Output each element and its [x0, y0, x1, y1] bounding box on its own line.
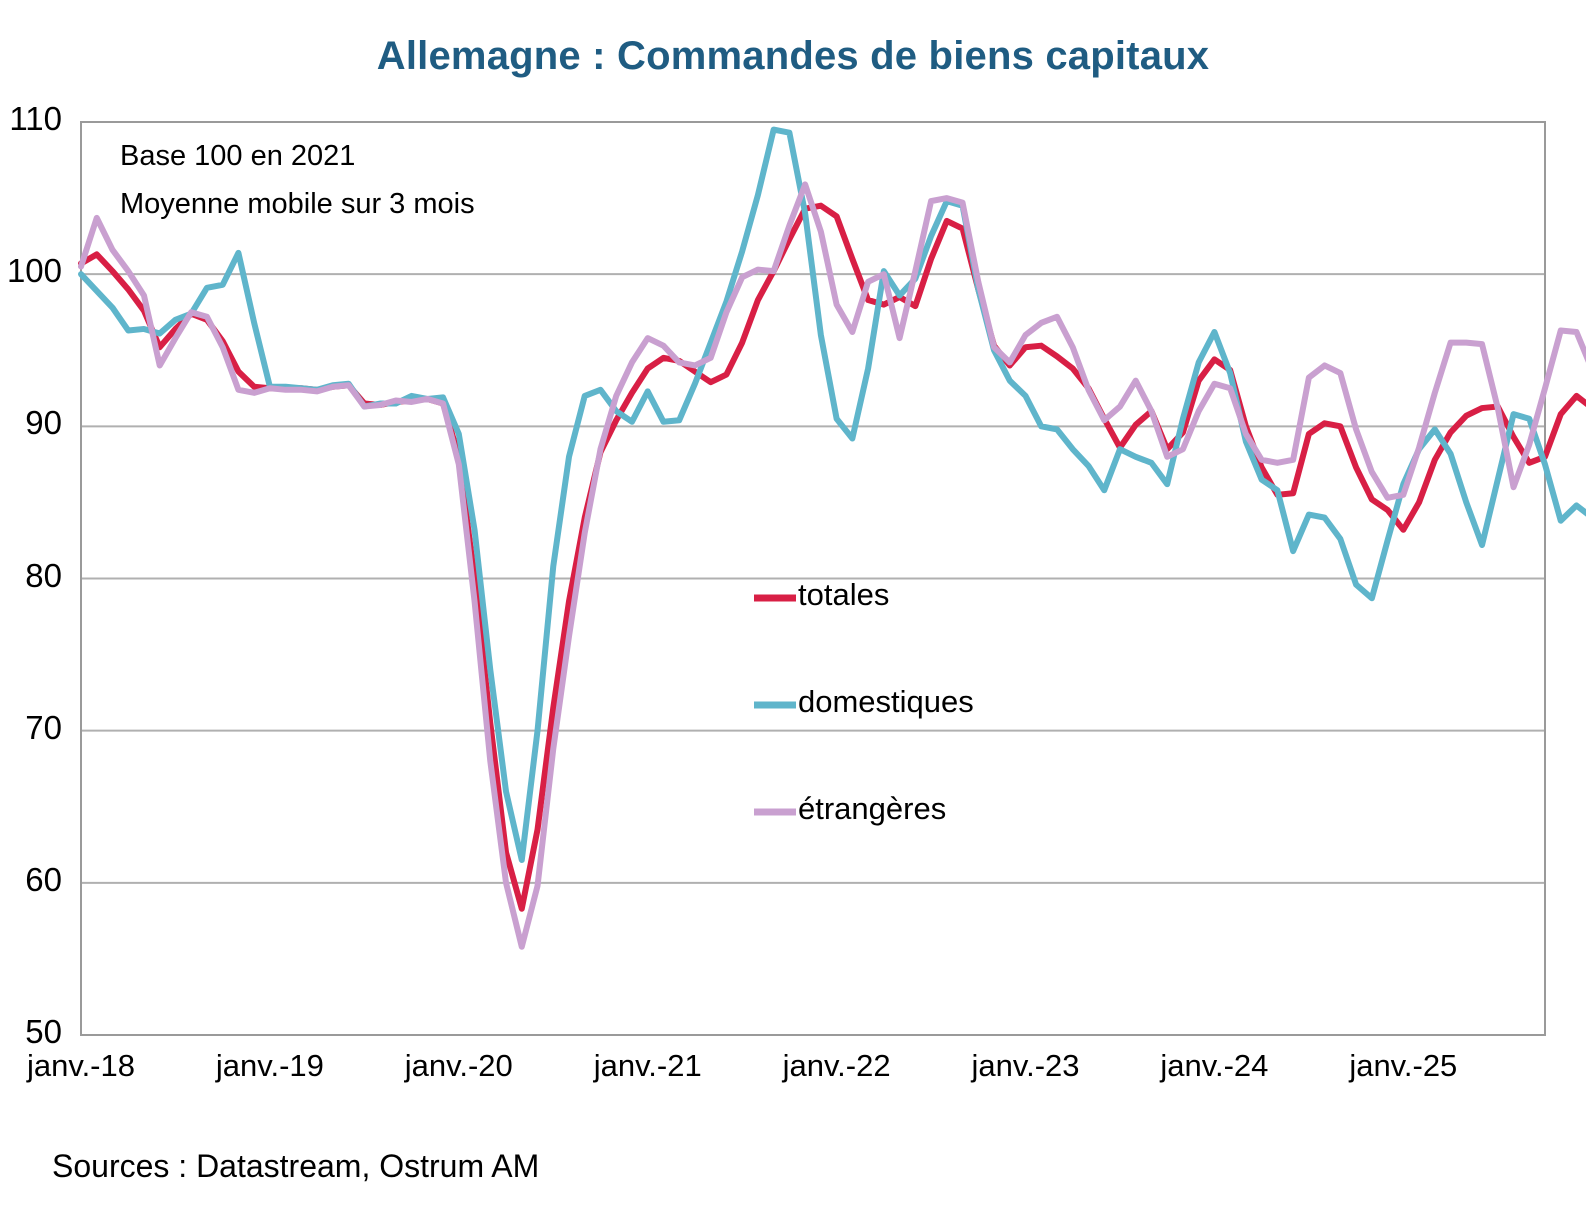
legend-item-label: totales — [798, 577, 890, 612]
plot-frame — [80, 121, 1546, 1036]
y-axis-tick-label: 80 — [25, 556, 62, 594]
y-axis-tick-label: 70 — [25, 708, 62, 746]
annotation-base-line: Base 100 en 2021 — [120, 140, 356, 172]
x-axis-tick-label: janv.-20 — [404, 1048, 513, 1083]
series-line-domestiques — [78, 126, 1586, 864]
series-lines — [78, 126, 1586, 950]
y-axis-tick-label: 110 — [9, 100, 62, 137]
x-axis-tick-label: janv.-24 — [1160, 1048, 1269, 1083]
y-axis-tick-label: 90 — [25, 404, 62, 442]
source-note: Sources : Datastream, Ostrum AM — [52, 1148, 540, 1184]
x-axis-tick-label: janv.-21 — [593, 1048, 702, 1083]
x-axis-tick-label: janv.-22 — [782, 1048, 891, 1083]
y-axis-tick-label: 60 — [25, 860, 62, 898]
x-axis-tick-label: janv.-18 — [27, 1048, 135, 1083]
y-axis-tick-label: 100 — [6, 252, 62, 290]
x-axis-tick-label: janv.-23 — [971, 1048, 1080, 1083]
legend-item-label: étrangères — [798, 791, 947, 826]
x-axis-tick-label: janv.-25 — [1349, 1048, 1458, 1083]
legend-swatches — [754, 594, 796, 816]
x-axis-tick-label: janv.-19 — [215, 1048, 324, 1083]
y-axis-tick-label: 50 — [25, 1013, 62, 1050]
legend-item-label: domestiques — [798, 684, 974, 719]
annotation-moving-average-line: Moyenne mobile sur 3 mois — [120, 188, 475, 220]
chart-title: Allemagne : Commandes de biens capitaux — [376, 34, 1210, 78]
series-line-etrangeres — [78, 181, 1586, 950]
